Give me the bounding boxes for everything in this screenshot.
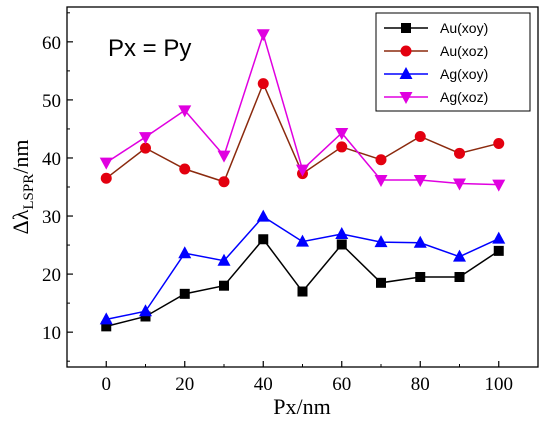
legend-marker-ag-xoy xyxy=(399,67,413,79)
data-point-au-xoz xyxy=(414,130,426,142)
data-point-ag-xoz xyxy=(296,164,309,177)
legend-label-au-xoz: Au(xoz) xyxy=(440,43,488,59)
y-tick-label: 60 xyxy=(42,33,61,54)
data-point-au-xoy xyxy=(454,272,465,282)
data-point-au-xoz xyxy=(179,163,191,175)
data-point-au-xoz xyxy=(493,137,505,149)
series-au-xoy xyxy=(101,234,504,332)
data-point-au-xoz xyxy=(257,78,269,90)
x-tick-label: 100 xyxy=(485,374,514,395)
legend-marker-ag-xoz xyxy=(399,92,413,104)
x-tick-label: 40 xyxy=(254,374,273,395)
legend-label-ag-xoz: Ag(xoz) xyxy=(440,89,488,105)
series-line-ag-xoy xyxy=(106,215,500,321)
data-point-au-xoy xyxy=(297,286,308,297)
data-point-ag-xoy xyxy=(217,253,231,266)
y-axis-title-main: Δλ xyxy=(8,209,33,234)
data-point-ag-xoy xyxy=(335,227,349,240)
y-axis-title-tail: /nm xyxy=(8,140,33,174)
data-point-au-xoz xyxy=(336,141,348,153)
data-point-au-xoz xyxy=(375,154,387,166)
x-axis-title: Px/nm xyxy=(273,394,330,419)
data-point-ag-xoy xyxy=(256,209,270,222)
annotation-text: Px = Py xyxy=(108,35,191,62)
legend-marker-au-xoz xyxy=(400,45,412,57)
data-point-au-xoy xyxy=(376,277,386,288)
legend-label-ag-xoy: Ag(xoy) xyxy=(440,66,488,82)
data-point-au-xoy xyxy=(336,239,347,250)
data-point-au-xoz xyxy=(100,172,112,184)
legend-marker-au-xoy xyxy=(401,23,411,33)
data-point-ag-xoy xyxy=(453,249,466,262)
legend-items: Au(xoy) Au(xoz) Ag(xoy) Ag(xoz) xyxy=(384,20,488,105)
data-point-ag-xoy xyxy=(374,235,388,248)
data-point-ag-xoz xyxy=(335,128,349,140)
data-point-ag-xoy xyxy=(99,312,113,325)
data-point-ag-xoz xyxy=(374,175,388,188)
data-point-ag-xoy xyxy=(139,304,152,317)
data-point-au-xoy xyxy=(258,234,269,245)
legend-label-au-xoy: Au(xoy) xyxy=(440,20,488,36)
y-axis-title-sub: LSPR xyxy=(21,174,37,210)
data-point-ag-xoz xyxy=(492,179,506,192)
data-point-au-xoy xyxy=(179,288,190,299)
data-point-au-xoz xyxy=(140,142,151,154)
y-tick-label: 20 xyxy=(42,265,61,286)
legend: Au(xoy) Au(xoz) Ag(xoy) Ag(xoz) xyxy=(375,12,531,112)
data-point-ag-xoy xyxy=(296,234,309,247)
data-point-ag-xoz xyxy=(453,178,466,191)
series-layer xyxy=(99,29,506,332)
axis-ticks: 0 20 40 60 80 100 10 20 30 40 50 60 xyxy=(42,12,514,395)
x-tick-label: 20 xyxy=(175,374,194,395)
data-point-ag-xoy xyxy=(413,235,427,248)
data-point-au-xoy xyxy=(219,280,229,291)
series-ag-xoz xyxy=(99,29,506,192)
data-point-ag-xoz xyxy=(413,175,427,188)
y-tick-label: 40 xyxy=(42,149,61,170)
data-point-au-xoy xyxy=(415,272,426,282)
x-tick-label: 60 xyxy=(332,374,351,395)
data-point-ag-xoz xyxy=(178,105,192,118)
x-tick-label: 80 xyxy=(411,374,430,395)
data-point-au-xoz xyxy=(218,176,230,188)
data-point-au-xoz xyxy=(454,147,465,159)
data-point-au-xoy xyxy=(140,311,151,322)
y-tick-label: 30 xyxy=(42,207,61,228)
y-tick-label: 10 xyxy=(42,323,61,344)
y-axis-title: ΔλLSPR/nm xyxy=(8,140,37,235)
data-point-ag-xoz xyxy=(139,132,152,145)
data-point-au-xoy xyxy=(493,245,504,256)
data-point-ag-xoz xyxy=(256,29,270,42)
data-point-ag-xoz xyxy=(217,150,231,163)
y-tick-label: 50 xyxy=(42,91,61,112)
x-tick-label: 0 xyxy=(102,374,112,395)
series-ag-xoy xyxy=(99,209,506,325)
data-point-ag-xoy xyxy=(178,246,192,259)
data-point-ag-xoz xyxy=(99,157,113,170)
data-point-au-xoy xyxy=(101,321,112,332)
data-point-ag-xoy xyxy=(492,231,506,244)
